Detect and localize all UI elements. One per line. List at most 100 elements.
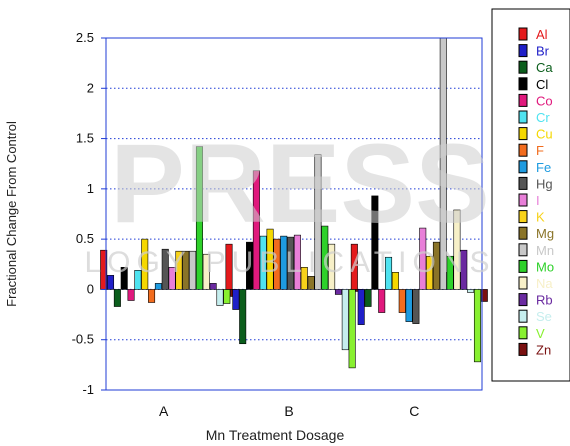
bar-se-c	[467, 289, 475, 293]
bar-se-b	[341, 289, 349, 351]
legend-label: Cl	[536, 77, 548, 92]
legend-label: Cr	[536, 110, 550, 125]
bar-f-a	[148, 289, 156, 303]
legend-label: Al	[536, 27, 548, 42]
legend-label: Co	[536, 93, 553, 108]
legend-swatch	[518, 27, 528, 41]
x-tick-label: C	[409, 403, 419, 419]
bar-i-c	[419, 227, 427, 290]
axes: -1 -0.5 0 0.5 1 1.5 2 2.5 A B C	[72, 30, 483, 419]
bar-ca-a	[113, 289, 121, 307]
y-tick-label: -1	[82, 382, 94, 397]
legend-swatch	[518, 293, 528, 307]
y-tick-label: -0.5	[72, 332, 94, 347]
bar-rb-c	[460, 249, 468, 290]
legend-swatch	[518, 143, 528, 157]
legend-swatch	[518, 259, 528, 273]
bar-rb-a	[209, 283, 217, 290]
bar-hg-b	[287, 236, 295, 290]
plot-frame	[105, 37, 483, 391]
bar-ca-b	[239, 289, 247, 345]
bar-se-a	[216, 289, 224, 306]
bar-cl-a	[120, 266, 128, 290]
bar-cr-c	[385, 256, 393, 290]
y-tick-label: 0	[87, 281, 94, 296]
bar-cr-b	[259, 235, 267, 290]
bar-co-a	[127, 289, 135, 301]
legend-swatch	[518, 210, 528, 224]
bar-al-b	[225, 243, 233, 290]
legend-label: Se	[536, 309, 552, 324]
bar-k-a	[175, 250, 183, 290]
legend-swatch	[518, 110, 528, 124]
bar-k-c	[426, 255, 434, 290]
legend-swatch	[518, 77, 528, 91]
legend-swatch	[518, 226, 528, 240]
bar-mo-a	[195, 146, 203, 290]
legend-label: Hg	[536, 176, 553, 191]
bar-br-c	[357, 289, 365, 325]
bar-mo-c	[446, 255, 454, 290]
bar-na-b	[328, 243, 336, 290]
bar-v-c	[473, 289, 481, 363]
bar-hg-a	[161, 248, 169, 290]
bar-i-a	[168, 266, 176, 290]
legend-swatch	[518, 176, 528, 190]
bar-cl-c	[371, 195, 379, 290]
legend-box	[491, 8, 570, 382]
legend-label: V	[536, 326, 545, 341]
bar-mg-a	[182, 250, 190, 290]
bars	[100, 37, 488, 369]
grid-lines	[106, 37, 482, 391]
legend-swatch	[518, 44, 528, 58]
y-tick-label: 2	[87, 80, 94, 95]
legend-swatch	[518, 93, 528, 107]
bar-mn-b	[314, 154, 322, 290]
bar-fe-b	[280, 235, 288, 290]
legend-swatch	[518, 60, 528, 74]
legend-label: I	[536, 193, 540, 208]
y-tick-label: 0.5	[76, 231, 94, 246]
bar-ca-c	[364, 289, 372, 307]
legend-label: Mn	[536, 243, 554, 258]
bar-fe-c	[405, 289, 413, 322]
bar-cu-a	[141, 238, 149, 290]
bar-al-c	[350, 243, 358, 290]
legend-swatch	[518, 309, 528, 323]
bar-v-b	[348, 289, 356, 369]
bar-br-a	[107, 275, 115, 290]
bar-mo-b	[321, 225, 329, 290]
bar-co-b	[252, 170, 260, 290]
bar-cu-c	[391, 272, 399, 290]
bar-f-b	[273, 238, 281, 290]
legend-label: Br	[536, 44, 550, 59]
bar-cr-a	[134, 270, 142, 290]
legend-label: Cu	[536, 127, 553, 142]
legend-swatch	[518, 342, 528, 356]
legend-label: Rb	[536, 293, 553, 308]
bar-cl-b	[246, 241, 254, 290]
bar-v-a	[223, 289, 231, 304]
bar-i-b	[293, 234, 301, 290]
bar-f-c	[398, 289, 406, 313]
bar-br-b	[232, 289, 240, 310]
y-tick-label: 1.5	[76, 131, 94, 146]
bar-mn-a	[189, 250, 197, 290]
bar-na-c	[453, 209, 461, 290]
legend-swatch	[518, 193, 528, 207]
bar-fe-a	[154, 283, 162, 290]
legend-label: Mg	[536, 226, 554, 241]
bar-cu-b	[266, 228, 274, 290]
bar-rb-b	[334, 289, 342, 295]
legend-label: F	[536, 143, 544, 158]
bar-mg-c	[432, 241, 440, 290]
y-tick-label: 2.5	[76, 30, 94, 45]
legend-swatch	[518, 243, 528, 257]
legend-label: K	[536, 210, 545, 225]
legend-swatch	[518, 160, 528, 174]
legend-label: Na	[536, 276, 553, 291]
y-axis-label: Fractional Change From Control	[4, 121, 19, 307]
bar-mg-b	[307, 276, 315, 290]
